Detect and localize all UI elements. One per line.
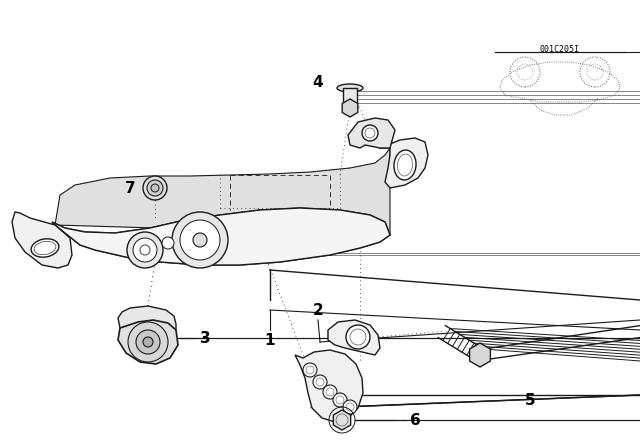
Polygon shape — [55, 148, 390, 235]
Circle shape — [128, 322, 168, 362]
Circle shape — [151, 184, 159, 192]
Circle shape — [147, 180, 163, 196]
Polygon shape — [380, 138, 428, 188]
Polygon shape — [342, 99, 358, 117]
Text: 001C205I: 001C205I — [540, 45, 580, 54]
Polygon shape — [118, 306, 176, 330]
Circle shape — [143, 337, 153, 347]
Polygon shape — [118, 320, 178, 364]
Ellipse shape — [337, 84, 363, 92]
Circle shape — [143, 176, 167, 200]
Polygon shape — [52, 208, 390, 265]
Polygon shape — [52, 208, 390, 265]
Polygon shape — [295, 350, 363, 422]
Text: 5: 5 — [525, 392, 535, 408]
Text: 2: 2 — [312, 302, 323, 318]
Circle shape — [313, 375, 327, 389]
Circle shape — [346, 325, 370, 349]
Circle shape — [172, 212, 228, 268]
Polygon shape — [348, 118, 395, 148]
Polygon shape — [470, 343, 490, 367]
Circle shape — [343, 400, 357, 414]
Polygon shape — [328, 320, 380, 355]
Circle shape — [127, 232, 163, 268]
Circle shape — [133, 238, 157, 262]
Circle shape — [333, 393, 347, 407]
Polygon shape — [343, 88, 357, 108]
Ellipse shape — [31, 239, 59, 257]
Text: 4: 4 — [313, 74, 323, 90]
Circle shape — [303, 363, 317, 377]
Text: 6: 6 — [410, 413, 420, 427]
Circle shape — [362, 125, 378, 141]
Circle shape — [323, 385, 337, 399]
Circle shape — [180, 220, 220, 260]
Polygon shape — [12, 212, 72, 268]
Polygon shape — [333, 410, 351, 430]
Text: 7: 7 — [125, 181, 135, 195]
Text: 3: 3 — [200, 331, 211, 345]
Ellipse shape — [394, 150, 416, 180]
Circle shape — [193, 233, 207, 247]
Circle shape — [162, 237, 174, 249]
Circle shape — [136, 330, 160, 354]
Text: 1: 1 — [265, 332, 275, 348]
